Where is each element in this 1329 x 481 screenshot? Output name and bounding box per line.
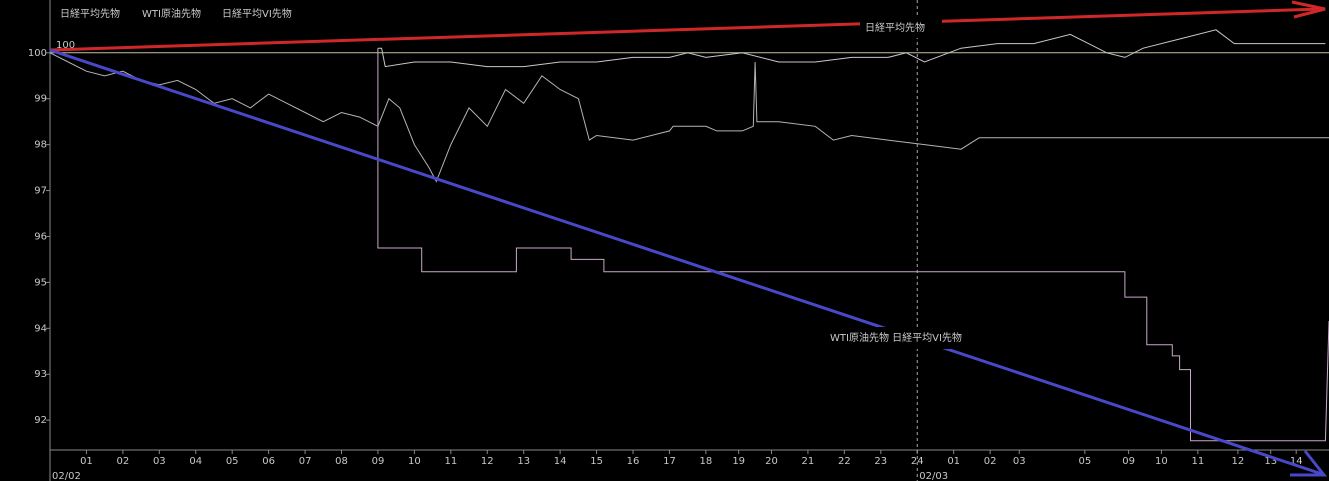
x-tick-label: 02 bbox=[984, 456, 997, 467]
annotation: 日経平均先物 bbox=[865, 21, 925, 34]
x-tick-label: 20 bbox=[765, 456, 778, 467]
date-label: 02/03 bbox=[919, 471, 948, 481]
y-tick-label: 98 bbox=[34, 140, 47, 151]
series-line bbox=[49, 52, 1329, 183]
x-tick-label: 17 bbox=[663, 456, 676, 467]
y-tick-label: 96 bbox=[34, 231, 47, 242]
y-tick-label: 97 bbox=[34, 186, 47, 197]
x-tick-label: 19 bbox=[732, 456, 745, 467]
y-tick-label: 93 bbox=[34, 369, 47, 380]
legend-entry: WTI原油先物 bbox=[142, 7, 201, 20]
x-tick-label: 14 bbox=[554, 456, 567, 467]
x-tick-label: 16 bbox=[627, 456, 640, 467]
x-tick-label: 05 bbox=[1078, 456, 1091, 467]
series-line bbox=[377, 29, 1326, 68]
x-tick-label: 09 bbox=[372, 456, 385, 467]
x-tick-label: 05 bbox=[226, 456, 239, 467]
x-tick-label: 10 bbox=[408, 456, 421, 467]
x-tick-label: 21 bbox=[802, 456, 815, 467]
x-tick-label: 07 bbox=[299, 456, 312, 467]
x-tick-label: 13 bbox=[1264, 456, 1277, 467]
x-tick-label: 03 bbox=[1013, 456, 1026, 467]
x-tick-label: 23 bbox=[874, 456, 887, 467]
x-tick-label: 15 bbox=[590, 456, 603, 467]
x-tick-label: 04 bbox=[189, 456, 202, 467]
x-tick-label: 13 bbox=[517, 456, 530, 467]
x-tick-label: 01 bbox=[80, 456, 93, 467]
y-tick-label: 95 bbox=[34, 277, 47, 288]
date-label: 02/02 bbox=[52, 471, 81, 481]
x-tick-label: 06 bbox=[262, 456, 275, 467]
x-tick-label: 09 bbox=[1122, 456, 1135, 467]
x-tick-label: 24 bbox=[911, 456, 924, 467]
annotation-box bbox=[860, 16, 942, 38]
x-tick-label: 08 bbox=[335, 456, 348, 467]
x-tick-label: 03 bbox=[153, 456, 166, 467]
y-tick-label: 99 bbox=[34, 94, 47, 105]
x-tick-label: 12 bbox=[481, 456, 494, 467]
legend: 日経平均先物 WTI原油先物 日経平均VI先物 bbox=[60, 7, 292, 20]
x-tick-label: 14 bbox=[1290, 456, 1303, 467]
x-tick-label: 18 bbox=[700, 456, 713, 467]
x-tick-label: 10 bbox=[1155, 456, 1168, 467]
x-tick-label: 11 bbox=[444, 456, 457, 467]
annotation: WTI原油先物 日経平均VI先物 bbox=[830, 331, 962, 344]
reference-label: 100 bbox=[56, 40, 75, 51]
x-tick-label: 01 bbox=[947, 456, 960, 467]
red-arrow-head bbox=[1291, 0, 1326, 19]
red-arrow bbox=[49, 7, 1323, 52]
x-tick-label: 02 bbox=[117, 456, 130, 467]
blue-arrow-head bbox=[1290, 450, 1328, 477]
x-tick-label: 11 bbox=[1191, 456, 1204, 467]
y-tick-label: 92 bbox=[34, 415, 47, 426]
legend-entry: 日経平均先物 bbox=[60, 7, 120, 20]
y-tick-label: 100 bbox=[28, 48, 47, 59]
series-line bbox=[377, 48, 1329, 442]
annotation-box bbox=[825, 327, 1000, 349]
x-tick-label: 22 bbox=[838, 456, 851, 467]
x-tick-label: 12 bbox=[1232, 456, 1245, 467]
blue-arrow bbox=[49, 48, 1323, 476]
legend-entry: 日経平均VI先物 bbox=[222, 7, 292, 20]
y-tick-label: 94 bbox=[34, 323, 47, 334]
